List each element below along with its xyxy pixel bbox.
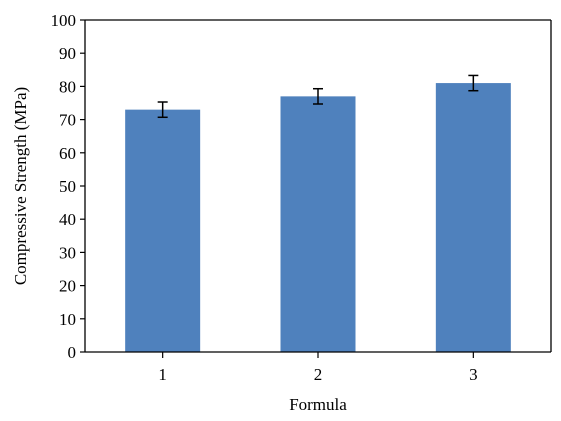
x-ticks-layer: 1 2 3 — [158, 352, 478, 384]
y-tick-label: 40 — [59, 210, 76, 229]
y-ticks-layer: 0 10 20 30 40 50 60 70 80 90 100 — [51, 11, 85, 362]
y-tick-label: 20 — [59, 277, 76, 296]
x-axis-title: Formula — [289, 395, 347, 414]
y-tick-label: 60 — [59, 144, 76, 163]
y-tick-label: 100 — [51, 11, 77, 30]
y-tick-label: 90 — [59, 44, 76, 63]
y-tick-label: 0 — [68, 343, 77, 362]
error-bars-layer — [157, 74, 479, 119]
bar-2 — [280, 96, 356, 352]
y-axis-title: Compressive Strength (MPa) — [11, 87, 30, 285]
y-tick-label: 70 — [59, 111, 76, 130]
bar-3 — [435, 83, 511, 352]
y-tick-label: 30 — [59, 243, 76, 262]
bars-layer — [125, 83, 511, 352]
x-tick-label-1: 1 — [158, 365, 167, 384]
x-tick-label-2: 2 — [314, 365, 323, 384]
bar-1 — [125, 109, 201, 352]
x-tick-label-3: 3 — [469, 365, 478, 384]
y-tick-label: 50 — [59, 177, 76, 196]
y-tick-label: 10 — [59, 310, 76, 329]
y-tick-label: 80 — [59, 77, 76, 96]
